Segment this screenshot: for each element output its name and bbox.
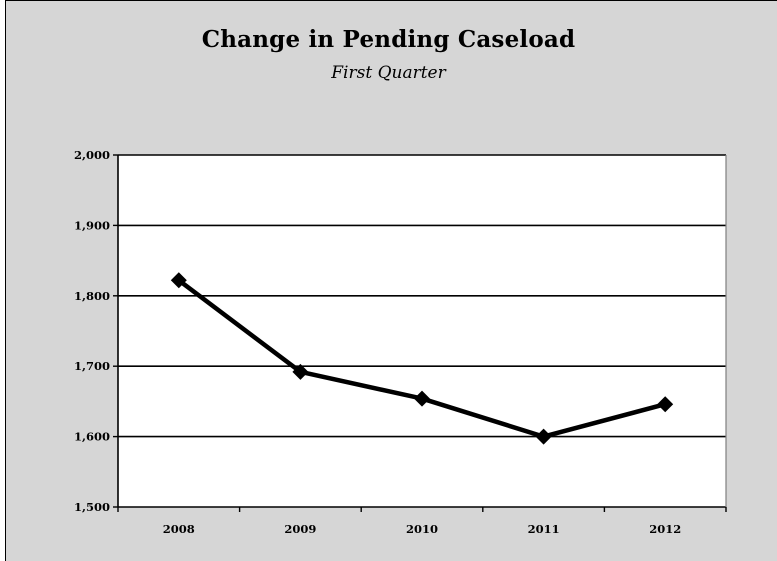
series — [170, 272, 674, 445]
chart-title: Change in Pending Caseload — [201, 26, 576, 53]
y-tick-labels: 1,500 1,600 1,700 1,800 1,900 2,000 — [74, 148, 118, 514]
grid-lines — [118, 154, 726, 438]
x-tick-label: 2011 — [528, 522, 560, 536]
y-tick-label: 1,700 — [74, 359, 110, 373]
data-point-2009 — [292, 363, 309, 380]
data-point-2010 — [414, 390, 430, 407]
x-tick-label: 2010 — [406, 522, 438, 536]
y-tick-label: 1,500 — [74, 500, 110, 514]
y-tick-label: 1,800 — [74, 289, 110, 303]
x-tick-labels: 2008 2009 2010 2011 2012 — [117, 507, 727, 536]
x-tick-label: 2008 — [163, 522, 195, 536]
y-tick-label: 1,900 — [74, 218, 110, 232]
chart-subtitle: First Quarter — [331, 63, 446, 83]
data-point-2011 — [535, 428, 552, 445]
plot-area — [118, 155, 726, 507]
x-tick-label: 2009 — [284, 522, 316, 536]
x-tick-label: 2012 — [649, 522, 681, 536]
data-point-2008 — [170, 272, 187, 289]
y-tick-label: 2,000 — [74, 148, 110, 162]
y-tick-label: 1,600 — [74, 430, 110, 444]
axes — [117, 155, 727, 508]
data-point-2012 — [657, 396, 674, 413]
